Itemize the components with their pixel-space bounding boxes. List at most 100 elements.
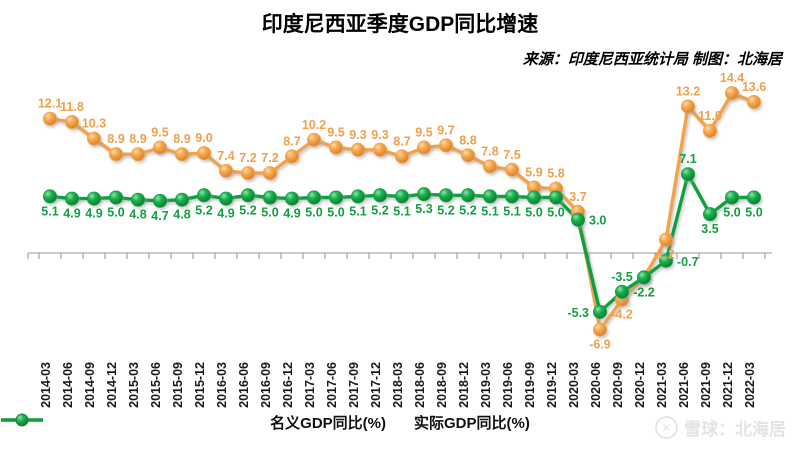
legend-label-real: 实际GDP同比(%) [414, 415, 530, 432]
svg-text:5.0: 5.0 [547, 206, 564, 220]
svg-text:-2.2: -2.2 [633, 285, 655, 299]
x-axis-tick-label: 2016-12 [281, 362, 295, 408]
x-axis-tick-label: 2015-09 [171, 362, 185, 408]
x-axis-tick-label: 2021-09 [699, 362, 713, 408]
x-axis-tick-label: 2019-09 [523, 362, 537, 408]
x-axis-tick-label: 2015-03 [127, 362, 141, 408]
svg-text:4.9: 4.9 [63, 207, 80, 221]
svg-text:5.0: 5.0 [305, 206, 322, 220]
svg-text:7.4: 7.4 [217, 149, 234, 163]
series-points [43, 86, 762, 337]
zero-axis [27, 252, 772, 259]
x-axis-tick-label: 2017-06 [325, 362, 339, 408]
svg-text:3.0: 3.0 [589, 214, 606, 228]
svg-text:5.3: 5.3 [415, 202, 432, 216]
x-axis-tick-label: 2021-12 [721, 362, 735, 408]
x-axis-tick-label: 2018-12 [457, 362, 471, 408]
legend-item-nominal[interactable]: 名义GDP同比(%) [1, 412, 386, 433]
svg-text:8.9: 8.9 [107, 132, 124, 146]
svg-text:7.2: 7.2 [261, 151, 278, 165]
x-axis-tick-label: 2016-09 [259, 362, 273, 408]
x-axis-tick-label: 2020-06 [589, 362, 603, 408]
xueqiu-logo-icon: ✕ [655, 416, 678, 439]
x-axis-tick-label: 2020-09 [611, 362, 625, 408]
svg-text:11.8: 11.8 [60, 100, 84, 114]
chart-legend: 名义GDP同比(%) 实际GDP同比(%) [0, 412, 800, 433]
x-axis-tick-label: 2018-06 [413, 362, 427, 408]
svg-text:3.7: 3.7 [569, 190, 586, 204]
svg-text:4.9: 4.9 [283, 207, 300, 221]
svg-text:9.7: 9.7 [437, 123, 454, 137]
x-axis-tick-label: 2017-03 [303, 362, 317, 408]
svg-text:5.0: 5.0 [107, 206, 124, 220]
x-axis-tick-label: 2016-06 [237, 362, 251, 408]
svg-text:4.7: 4.7 [151, 209, 168, 223]
svg-text:5.0: 5.0 [327, 206, 344, 220]
x-axis-tick-label: 2017-12 [369, 362, 383, 408]
svg-text:-0.7: -0.7 [677, 255, 699, 269]
svg-text:7.5: 7.5 [503, 148, 520, 162]
svg-text:9.5: 9.5 [327, 126, 344, 140]
legend-marker-real [1, 413, 43, 427]
svg-text:5.1: 5.1 [503, 204, 520, 218]
svg-text:5.2: 5.2 [371, 203, 388, 217]
svg-text:-5.3: -5.3 [567, 306, 589, 320]
svg-text:5.0: 5.0 [525, 206, 542, 220]
svg-text:5.2: 5.2 [437, 203, 454, 217]
x-axis-tick-label: 2015-06 [149, 362, 163, 408]
x-axis-tick-label: 2017-09 [347, 362, 361, 408]
svg-text:4.8: 4.8 [129, 208, 146, 222]
svg-text:-6.9: -6.9 [589, 338, 611, 352]
svg-text:9.5: 9.5 [415, 126, 432, 140]
svg-text:5.2: 5.2 [459, 203, 476, 217]
svg-text:-2.2: -2.2 [633, 285, 655, 299]
svg-text:5.0: 5.0 [261, 206, 278, 220]
svg-text:5.1: 5.1 [349, 204, 366, 218]
svg-text:13.2: 13.2 [676, 84, 700, 98]
x-axis-tick-label: 2014-09 [83, 362, 97, 408]
x-axis-labels: 2014-03 2014-06 2014-09 2014-12 2015-03 2015-… [39, 362, 757, 408]
svg-text:10.3: 10.3 [82, 117, 106, 131]
svg-text:9.3: 9.3 [371, 128, 388, 142]
chart-title: 印度尼西亚季度GDP同比增速 [261, 13, 539, 36]
x-axis-tick-label: 2019-06 [501, 362, 515, 408]
svg-text:4.8: 4.8 [173, 208, 190, 222]
x-axis-tick-label: 2021-06 [677, 362, 691, 408]
legend-label-nominal: 名义GDP同比(%) [270, 415, 386, 432]
svg-text:8.9: 8.9 [129, 132, 146, 146]
svg-text:8.7: 8.7 [393, 134, 410, 148]
svg-text:-4.2: -4.2 [611, 308, 633, 322]
x-axis-tick-label: 2019-12 [545, 362, 559, 408]
x-axis-tick-label: 2016-03 [215, 362, 229, 408]
data-labels: 12.111.810.38.9 8.9 9.5 8.9 9.07.4 7.2 7.28.71… [38, 71, 766, 351]
x-axis-tick-label: 2015-12 [193, 362, 207, 408]
watermark: ✕ 雪球：北海居 [655, 415, 786, 440]
x-axis-tick-label: 2021-03 [655, 362, 669, 408]
x-axis-tick-label: 2020-12 [633, 362, 647, 408]
x-axis-tick-label: 2020-03 [567, 362, 581, 408]
svg-text:11.0: 11.0 [698, 109, 722, 123]
legend-item-real[interactable]: 实际GDP同比(%) [1, 412, 530, 433]
svg-text:5.1: 5.1 [481, 204, 498, 218]
x-axis-tick-label: 2014-06 [61, 362, 75, 408]
svg-text:12.1: 12.1 [38, 97, 62, 111]
svg-text:4.9: 4.9 [217, 207, 234, 221]
svg-text:14.4: 14.4 [720, 71, 744, 85]
svg-text:7.1: 7.1 [679, 152, 696, 166]
svg-text:5.9: 5.9 [525, 166, 542, 180]
svg-text:1.2: 1.2 [657, 248, 674, 262]
svg-text:8.7: 8.7 [283, 134, 300, 148]
svg-text:8.8: 8.8 [459, 133, 476, 147]
svg-text:5.1: 5.1 [41, 204, 58, 218]
svg-text:5.2: 5.2 [239, 203, 256, 217]
svg-text:5.1: 5.1 [393, 204, 410, 218]
x-axis-tick-label: 2019-03 [479, 362, 493, 408]
x-axis-tick-label: 2014-03 [39, 362, 53, 408]
svg-text:5.2: 5.2 [195, 203, 212, 217]
x-axis-tick-label: 2018-09 [435, 362, 449, 408]
svg-text:3.5: 3.5 [701, 222, 718, 236]
chart-subtitle: 来源：印度尼西亚统计局 制图：北海居 [522, 51, 782, 68]
svg-text:9.3: 9.3 [349, 128, 366, 142]
